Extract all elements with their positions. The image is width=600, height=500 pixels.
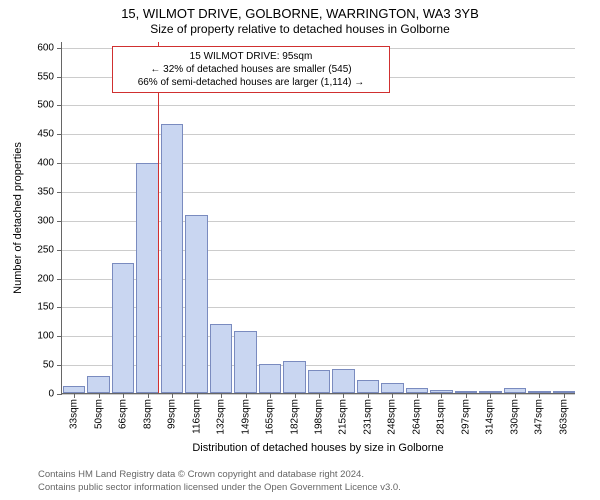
- x-tick: [539, 393, 540, 398]
- y-tick: [57, 105, 62, 106]
- annotation-line-3: 66% of semi-detached houses are larger (…: [119, 76, 383, 89]
- x-tick-label: 347sqm: [534, 399, 545, 435]
- histogram-bar: [210, 324, 233, 393]
- y-tick-label: 600: [37, 42, 54, 53]
- x-tick: [123, 393, 124, 398]
- x-tick-label: 297sqm: [460, 399, 471, 435]
- x-tick-label: 281sqm: [436, 399, 447, 435]
- y-tick-label: 500: [37, 100, 54, 111]
- x-tick: [246, 393, 247, 398]
- x-tick: [343, 393, 344, 398]
- footer-attribution: Contains HM Land Registry data © Crown c…: [38, 469, 401, 494]
- x-tick-label: 314sqm: [485, 399, 496, 435]
- histogram-bar: [136, 163, 159, 393]
- x-axis-title: Distribution of detached houses by size …: [61, 442, 575, 454]
- y-tick: [57, 365, 62, 366]
- page-title: 15, WILMOT DRIVE, GOLBORNE, WARRINGTON, …: [0, 6, 600, 21]
- y-tick-label: 350: [37, 187, 54, 198]
- x-tick-label: 215sqm: [338, 399, 349, 435]
- x-tick-label: 149sqm: [240, 399, 251, 435]
- histogram-bar: [283, 361, 306, 393]
- x-tick: [148, 393, 149, 398]
- footer-line-2: Contains public sector information licen…: [38, 482, 401, 494]
- x-tick: [368, 393, 369, 398]
- x-tick: [221, 393, 222, 398]
- x-tick-label: 83sqm: [142, 399, 153, 429]
- y-tick: [57, 221, 62, 222]
- y-axis-title: Number of detached properties: [12, 138, 24, 298]
- histogram-bar: [332, 369, 355, 393]
- histogram-bar: [234, 331, 257, 393]
- x-tick: [441, 393, 442, 398]
- x-tick: [270, 393, 271, 398]
- histogram-bar: [185, 215, 208, 393]
- x-tick-label: 231sqm: [362, 399, 373, 435]
- histogram-bar: [161, 124, 184, 393]
- y-tick-label: 550: [37, 71, 54, 82]
- x-tick-label: 50sqm: [93, 399, 104, 429]
- y-tick-label: 100: [37, 331, 54, 342]
- histogram-bar: [381, 383, 404, 393]
- y-tick: [57, 394, 62, 395]
- x-tick: [564, 393, 565, 398]
- x-tick: [515, 393, 516, 398]
- y-tick-label: 0: [48, 389, 54, 400]
- histogram-bar: [259, 364, 282, 393]
- y-tick: [57, 336, 62, 337]
- x-tick-label: 182sqm: [289, 399, 300, 435]
- histogram-bar: [357, 380, 380, 393]
- x-tick: [197, 393, 198, 398]
- x-tick: [466, 393, 467, 398]
- x-tick: [295, 393, 296, 398]
- x-tick-label: 33sqm: [69, 399, 80, 429]
- histogram-bar: [63, 386, 86, 393]
- x-tick-label: 116sqm: [191, 399, 202, 434]
- x-tick: [99, 393, 100, 398]
- x-tick-label: 99sqm: [167, 399, 178, 429]
- footer-line-1: Contains HM Land Registry data © Crown c…: [38, 469, 401, 481]
- x-tick-label: 248sqm: [387, 399, 398, 435]
- page-subtitle: Size of property relative to detached ho…: [0, 22, 600, 36]
- y-gridline: [62, 105, 575, 106]
- y-gridline: [62, 134, 575, 135]
- y-tick: [57, 163, 62, 164]
- y-tick: [57, 77, 62, 78]
- y-tick: [57, 307, 62, 308]
- x-tick: [392, 393, 393, 398]
- y-tick: [57, 250, 62, 251]
- x-tick-label: 132sqm: [216, 399, 227, 435]
- x-tick: [319, 393, 320, 398]
- x-tick-label: 66sqm: [118, 399, 129, 429]
- x-tick: [74, 393, 75, 398]
- x-tick: [417, 393, 418, 398]
- histogram-bar: [308, 370, 331, 393]
- histogram-bar: [112, 263, 135, 393]
- x-tick-label: 264sqm: [411, 399, 422, 435]
- x-tick-label: 198sqm: [314, 399, 325, 435]
- y-tick-label: 50: [43, 360, 54, 371]
- annotation-line-1: 15 WILMOT DRIVE: 95sqm: [119, 50, 383, 63]
- x-tick-label: 330sqm: [509, 399, 520, 435]
- y-tick-label: 400: [37, 158, 54, 169]
- y-tick: [57, 134, 62, 135]
- y-tick-label: 200: [37, 273, 54, 284]
- x-tick-label: 165sqm: [265, 399, 276, 435]
- y-tick: [57, 279, 62, 280]
- x-tick-label: 363sqm: [558, 399, 569, 435]
- chart-plot-area: 05010015020025030035040045050055060033sq…: [61, 42, 575, 394]
- y-tick: [57, 192, 62, 193]
- y-tick-label: 150: [37, 302, 54, 313]
- y-tick-label: 250: [37, 244, 54, 255]
- annotation-line-2: ← 32% of detached houses are smaller (54…: [119, 63, 383, 76]
- reference-annotation-box: 15 WILMOT DRIVE: 95sqm ← 32% of detached…: [112, 46, 390, 93]
- x-tick: [490, 393, 491, 398]
- y-tick-label: 300: [37, 215, 54, 226]
- y-tick: [57, 48, 62, 49]
- x-tick: [172, 393, 173, 398]
- reference-line: [158, 42, 159, 393]
- y-tick-label: 450: [37, 129, 54, 140]
- histogram-bar: [87, 376, 110, 393]
